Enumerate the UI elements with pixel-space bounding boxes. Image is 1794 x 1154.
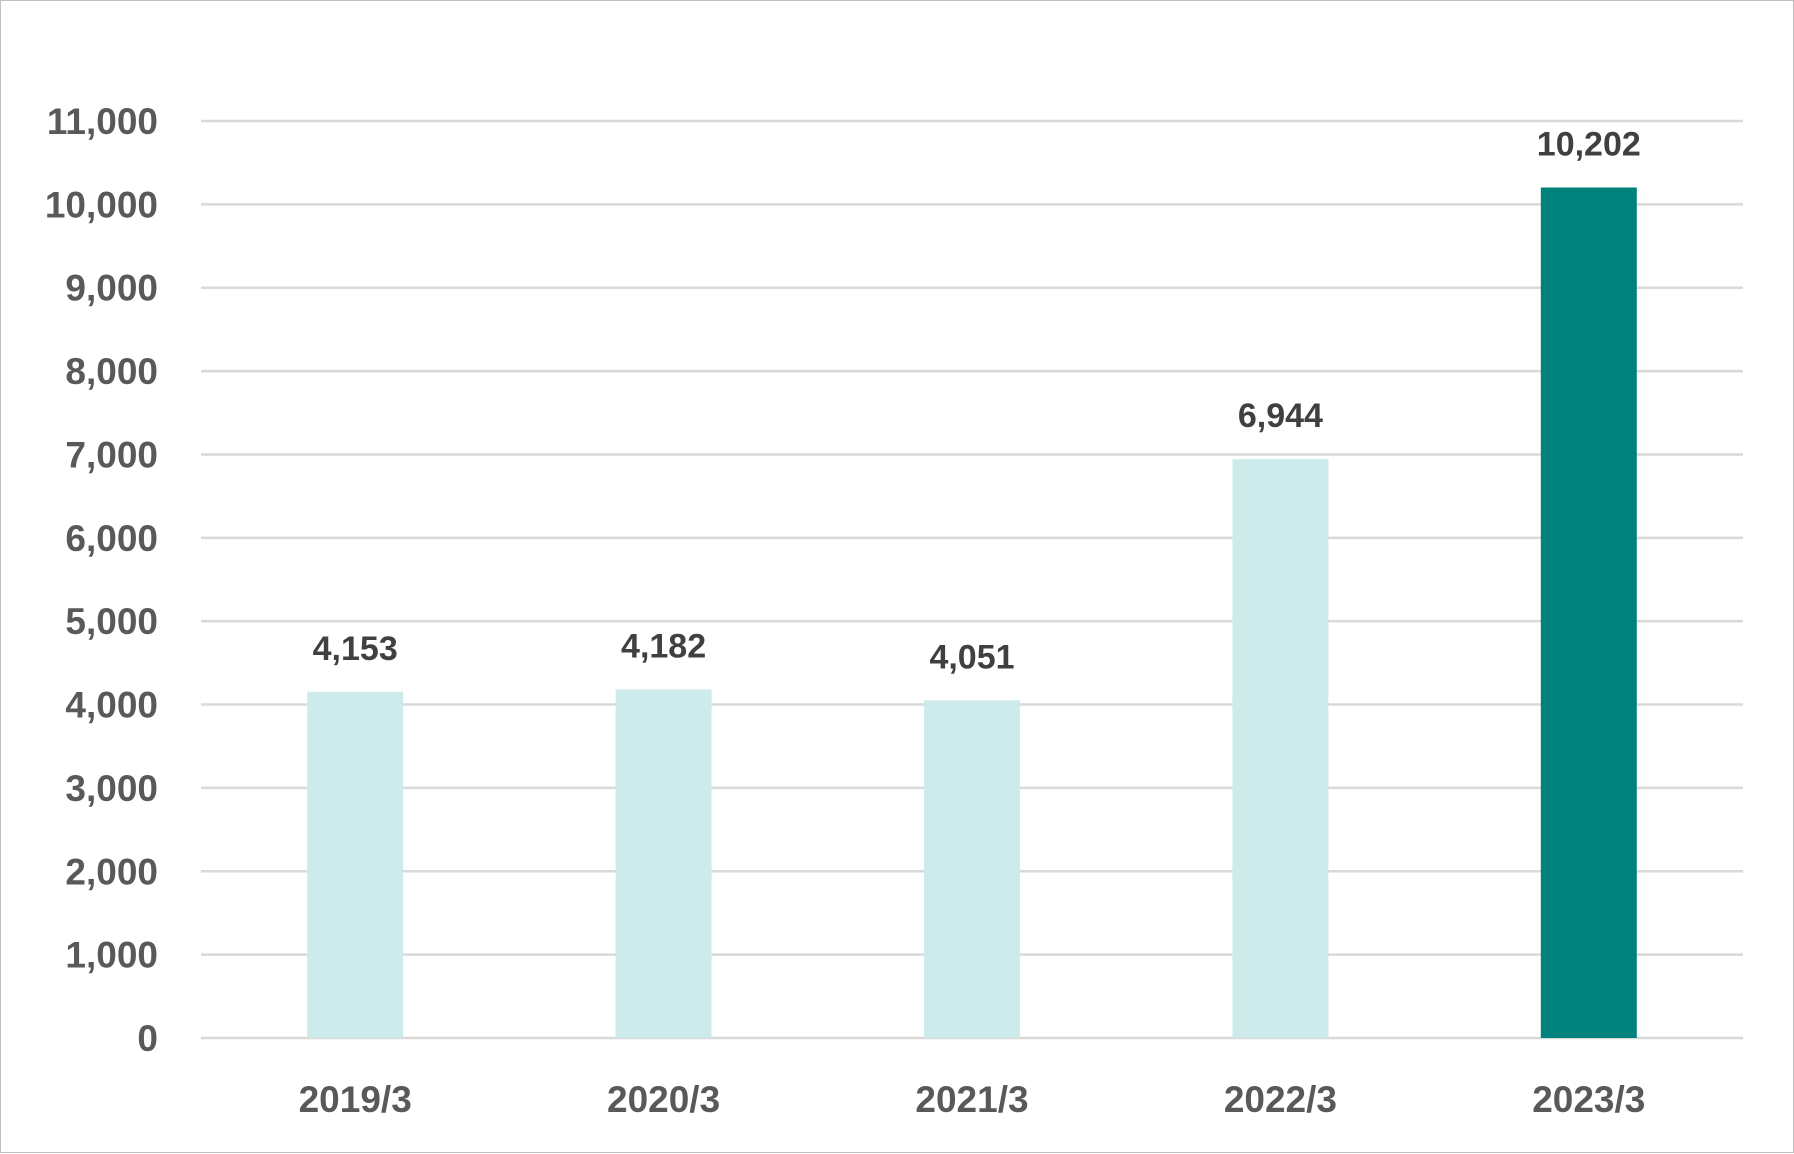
y-tick-label: 11,000 (47, 101, 158, 142)
data-label: 4,182 (621, 627, 706, 665)
bar-2019-3 (307, 691, 404, 1038)
y-tick-label: 1,000 (65, 935, 158, 976)
y-tick-label: 10,000 (45, 184, 158, 225)
x-tick-label: 2022/3 (1224, 1079, 1337, 1120)
bar-2022-3 (1232, 459, 1329, 1038)
y-tick-label: 8,000 (65, 351, 158, 392)
y-tick-label: 9,000 (65, 268, 158, 309)
bar-2023-3 (1540, 187, 1637, 1039)
y-tick-label: 6,000 (65, 518, 158, 559)
x-axis-ticks: 2019/3 2020/3 2021/3 2022/3 2023/3 (299, 1079, 1646, 1120)
data-labels: 4,153 4,182 4,051 6,944 10,202 (313, 126, 1641, 677)
data-label: 4,051 (929, 638, 1014, 676)
x-tick-label: 2021/3 (915, 1079, 1028, 1120)
y-tick-label: 0 (137, 1018, 158, 1059)
x-tick-label: 2020/3 (607, 1079, 720, 1120)
y-tick-label: 5,000 (65, 601, 158, 642)
data-label: 4,153 (313, 630, 398, 668)
y-tick-label: 3,000 (65, 768, 158, 809)
data-label: 6,944 (1238, 397, 1323, 435)
bar-2020-3 (615, 689, 712, 1038)
y-tick-label: 2,000 (65, 851, 158, 892)
bars (307, 187, 1637, 1039)
y-axis-ticks: 0 1,000 2,000 3,000 4,000 5,000 6,000 7,000 8,00… (45, 101, 158, 1059)
x-tick-label: 2023/3 (1532, 1079, 1645, 1120)
bar-2021-3 (924, 700, 1020, 1038)
y-tick-label: 7,000 (65, 434, 158, 475)
x-tick-label: 2019/3 (299, 1079, 412, 1120)
y-tick-label: 4,000 (65, 685, 158, 726)
data-label: 10,202 (1537, 126, 1641, 164)
